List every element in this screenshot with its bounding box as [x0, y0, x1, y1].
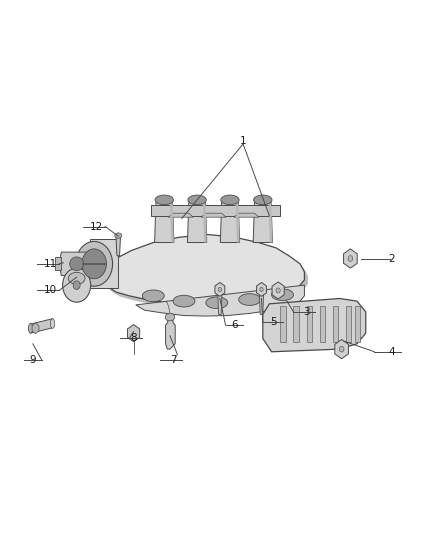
Polygon shape	[234, 213, 259, 217]
Ellipse shape	[173, 295, 195, 307]
Ellipse shape	[206, 297, 228, 309]
Ellipse shape	[155, 195, 173, 205]
Polygon shape	[346, 306, 351, 342]
Polygon shape	[31, 319, 53, 333]
Ellipse shape	[142, 290, 164, 302]
Polygon shape	[90, 239, 118, 288]
Polygon shape	[257, 282, 266, 296]
Polygon shape	[151, 205, 280, 216]
Ellipse shape	[218, 287, 222, 292]
Ellipse shape	[115, 233, 122, 238]
Polygon shape	[136, 285, 304, 316]
Text: 6: 6	[231, 320, 238, 330]
Polygon shape	[236, 203, 240, 243]
Polygon shape	[280, 306, 286, 342]
Polygon shape	[320, 306, 325, 342]
Polygon shape	[307, 306, 312, 342]
Ellipse shape	[70, 257, 84, 271]
Text: 12: 12	[90, 222, 103, 231]
Ellipse shape	[165, 313, 175, 321]
Ellipse shape	[82, 249, 106, 279]
Ellipse shape	[76, 241, 113, 286]
Polygon shape	[333, 306, 338, 342]
Polygon shape	[253, 203, 272, 243]
Ellipse shape	[50, 319, 55, 328]
Text: 9: 9	[29, 355, 36, 365]
Polygon shape	[218, 290, 222, 314]
Ellipse shape	[68, 272, 85, 284]
Ellipse shape	[276, 288, 280, 293]
Text: 10: 10	[44, 286, 57, 295]
Polygon shape	[268, 203, 272, 243]
Text: 11: 11	[44, 259, 57, 269]
Ellipse shape	[221, 195, 239, 205]
Polygon shape	[155, 203, 174, 243]
Polygon shape	[272, 282, 284, 299]
Polygon shape	[166, 320, 175, 349]
Ellipse shape	[188, 195, 206, 205]
Polygon shape	[187, 203, 207, 243]
Text: 2: 2	[389, 254, 396, 263]
Polygon shape	[59, 252, 94, 276]
Polygon shape	[168, 213, 193, 217]
Polygon shape	[32, 323, 39, 334]
Ellipse shape	[239, 294, 261, 305]
Polygon shape	[259, 290, 264, 314]
Polygon shape	[116, 237, 120, 256]
Ellipse shape	[348, 256, 353, 261]
Text: 5: 5	[270, 318, 277, 327]
Ellipse shape	[272, 289, 293, 301]
Polygon shape	[355, 306, 360, 342]
Ellipse shape	[73, 281, 80, 289]
Polygon shape	[215, 282, 225, 296]
Polygon shape	[170, 203, 174, 243]
Polygon shape	[127, 325, 140, 342]
Ellipse shape	[63, 268, 91, 302]
Text: 4: 4	[389, 347, 396, 357]
Text: 7: 7	[170, 355, 177, 365]
Polygon shape	[343, 249, 357, 268]
Ellipse shape	[260, 287, 263, 292]
Polygon shape	[220, 203, 240, 243]
Text: 1: 1	[240, 136, 247, 146]
Ellipse shape	[254, 195, 272, 205]
Polygon shape	[55, 257, 61, 270]
Polygon shape	[106, 239, 308, 309]
Text: 8: 8	[130, 334, 137, 343]
Text: 3: 3	[303, 307, 310, 317]
Polygon shape	[263, 298, 366, 352]
Ellipse shape	[339, 346, 344, 352]
Polygon shape	[335, 340, 349, 359]
Polygon shape	[203, 203, 207, 243]
Polygon shape	[293, 306, 299, 342]
Polygon shape	[201, 213, 226, 217]
Polygon shape	[103, 235, 304, 305]
Ellipse shape	[28, 324, 33, 333]
